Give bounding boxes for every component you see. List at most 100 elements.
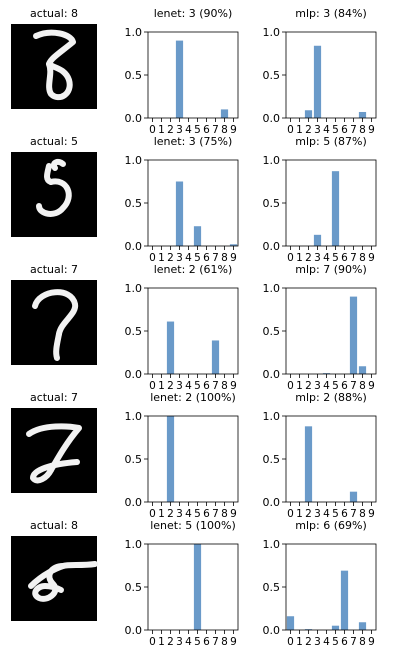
digit-image: actual: 8 xyxy=(11,519,98,621)
x-tick-label: 4 xyxy=(323,508,330,520)
x-tick-label: 8 xyxy=(359,124,366,136)
x-tick-label: 5 xyxy=(332,380,339,392)
mlp-panel: mlp: 5 (87%) 0.0 0.5 1.0 0 1 2 3 4 5 6 7 8 9 xyxy=(263,135,377,264)
bar-7 xyxy=(349,296,358,374)
bar-8 xyxy=(358,622,367,630)
y-tick-label: 1.0 xyxy=(263,26,281,39)
y-tick-label: 0.0 xyxy=(263,240,281,253)
axes-frame xyxy=(285,31,377,119)
digit-background xyxy=(11,408,97,493)
bar-5 xyxy=(193,544,202,630)
x-tick-label: 6 xyxy=(341,124,348,136)
x-tick-label: 5 xyxy=(194,508,201,520)
x-tick-label: 1 xyxy=(158,380,165,392)
mlp-title: mlp: 2 (88%) xyxy=(295,391,366,404)
lenet-title: lenet: 3 (75%) xyxy=(154,135,233,148)
x-tick-label: 1 xyxy=(158,124,165,136)
x-tick-label: 2 xyxy=(305,380,312,392)
x-tick-label: 2 xyxy=(167,124,174,136)
digit-title: actual: 7 xyxy=(30,391,78,404)
y-tick-label: 0.5 xyxy=(263,69,281,82)
x-tick-label: 2 xyxy=(305,252,312,264)
x-tick-label: 0 xyxy=(287,124,294,136)
x-tick-label: 7 xyxy=(350,508,357,520)
digit-stroke xyxy=(32,581,64,602)
x-tick-label: 0 xyxy=(149,124,156,136)
x-tick-label: 9 xyxy=(368,636,375,648)
x-tick-label: 4 xyxy=(185,508,192,520)
y-tick-label: 0.0 xyxy=(263,624,281,637)
mlp-panel: mlp: 7 (90%) 0.0 0.5 1.0 0 1 2 3 4 5 6 7 8 9 xyxy=(263,263,377,392)
digit-image: actual: 8 xyxy=(11,7,97,109)
x-tick-label: 7 xyxy=(350,252,357,264)
y-tick-label: 0.0 xyxy=(125,112,143,125)
y-tick-label: 0.0 xyxy=(125,240,143,253)
x-tick-label: 0 xyxy=(287,636,294,648)
y-tick-label: 0.5 xyxy=(263,197,281,210)
digit-image: actual: 7 xyxy=(11,391,97,493)
x-tick-label: 3 xyxy=(314,124,321,136)
y-tick-label: 1.0 xyxy=(263,538,281,551)
digit-stroke xyxy=(30,459,80,484)
x-tick-label: 2 xyxy=(167,508,174,520)
lenet-panel: lenet: 2 (100%) 0.0 0.5 1.0 0 1 2 3 4 5 6 7 8 9 xyxy=(125,391,239,520)
bar-9 xyxy=(229,244,238,246)
bar-2 xyxy=(166,321,175,374)
lenet-panel: lenet: 3 (75%) 0.0 0.5 1.0 0 1 2 3 4 5 6 7 8 9 xyxy=(125,135,239,264)
x-tick-label: 2 xyxy=(167,636,174,648)
bar-4 xyxy=(322,373,331,374)
digit-title: actual: 8 xyxy=(30,519,78,532)
digit-title: actual: 8 xyxy=(30,7,78,20)
bar-7 xyxy=(211,340,220,374)
x-tick-label: 7 xyxy=(212,252,219,264)
x-tick-label: 1 xyxy=(296,636,303,648)
x-tick-label: 0 xyxy=(149,252,156,264)
x-tick-label: 8 xyxy=(221,124,228,136)
x-tick-label: 9 xyxy=(368,508,375,520)
x-tick-label: 1 xyxy=(158,636,165,648)
axes-frame xyxy=(285,543,377,631)
bar-8 xyxy=(358,366,367,374)
x-tick-label: 8 xyxy=(359,380,366,392)
bar-6 xyxy=(340,570,349,630)
lenet-panel: lenet: 2 (61%) 0.0 0.5 1.0 0 1 2 3 4 5 6 7 8 9 xyxy=(125,263,239,392)
x-tick-label: 3 xyxy=(314,508,321,520)
x-tick-label: 3 xyxy=(176,508,183,520)
y-tick-label: 0.5 xyxy=(125,69,143,82)
digit-stroke xyxy=(33,29,76,67)
axes-frame xyxy=(147,287,239,375)
x-tick-label: 4 xyxy=(323,636,330,648)
mlp-panel: mlp: 3 (84%) 0.0 0.5 1.0 0 1 2 3 4 5 6 7 8 9 xyxy=(263,7,377,136)
x-tick-label: 0 xyxy=(287,252,294,264)
x-tick-label: 8 xyxy=(221,252,228,264)
x-tick-label: 5 xyxy=(194,252,201,264)
lenet-title: lenet: 5 (100%) xyxy=(150,519,236,532)
bar-8 xyxy=(358,111,367,118)
y-tick-label: 0.0 xyxy=(125,368,143,381)
x-tick-label: 6 xyxy=(341,380,348,392)
axes-frame xyxy=(285,287,377,375)
x-tick-label: 3 xyxy=(314,636,321,648)
bar-8 xyxy=(220,109,229,118)
x-tick-label: 4 xyxy=(185,380,192,392)
x-tick-label: 9 xyxy=(368,124,375,136)
y-tick-label: 1.0 xyxy=(263,410,281,423)
x-tick-label: 4 xyxy=(323,124,330,136)
lenet-title: lenet: 2 (61%) xyxy=(154,263,233,276)
x-tick-label: 8 xyxy=(359,508,366,520)
digit-stroke xyxy=(51,158,66,171)
y-tick-label: 1.0 xyxy=(263,282,281,295)
y-tick-label: 0.5 xyxy=(263,581,281,594)
lenet-panel: lenet: 5 (100%) 0.0 0.5 1.0 0 1 2 3 4 5 6 7 8 9 xyxy=(125,519,239,648)
x-tick-label: 1 xyxy=(158,508,165,520)
x-tick-label: 2 xyxy=(167,380,174,392)
bar-2 xyxy=(304,629,313,630)
x-tick-label: 8 xyxy=(221,380,228,392)
x-tick-label: 1 xyxy=(296,124,303,136)
mlp-panel: mlp: 6 (69%) 0.0 0.5 1.0 0 1 2 3 4 5 6 7 8 9 xyxy=(263,519,377,648)
x-tick-label: 4 xyxy=(323,252,330,264)
mlp-title: mlp: 3 (84%) xyxy=(295,7,366,20)
x-tick-label: 7 xyxy=(350,124,357,136)
x-tick-label: 6 xyxy=(203,252,210,264)
